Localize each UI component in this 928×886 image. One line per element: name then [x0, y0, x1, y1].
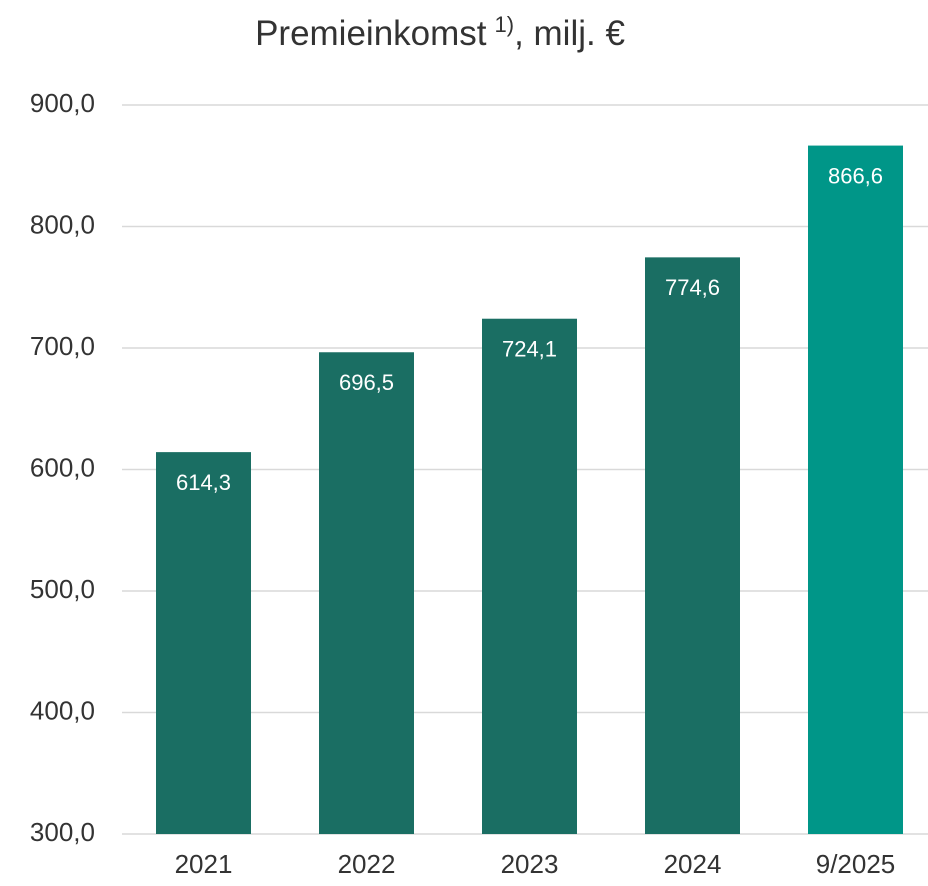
y-tick-label: 700,0 — [30, 331, 95, 361]
bar — [808, 145, 903, 834]
x-tick-label: 9/2025 — [816, 849, 896, 879]
y-tick-label: 500,0 — [30, 574, 95, 604]
bar — [319, 352, 414, 834]
x-tick-label: 2022 — [338, 849, 396, 879]
data-label: 774,6 — [665, 275, 720, 300]
y-tick-label: 400,0 — [30, 695, 95, 725]
title-main: Premieinkomst — [255, 14, 487, 53]
title-suffix: , milj. € — [514, 14, 625, 53]
y-tick-label: 900,0 — [30, 88, 95, 118]
x-tick-label: 2023 — [501, 849, 559, 879]
bar — [482, 318, 577, 834]
bar — [156, 452, 251, 834]
y-tick-label: 600,0 — [30, 452, 95, 482]
title-note: 1) — [495, 12, 515, 37]
y-tick-label: 300,0 — [30, 817, 95, 847]
x-tick-label: 2021 — [175, 849, 233, 879]
data-label: 724,1 — [502, 337, 557, 362]
chart-title: Premieinkomst 1), milj. € — [255, 12, 625, 53]
bar — [645, 257, 740, 835]
data-label: 614,3 — [176, 470, 231, 495]
x-tick-label: 2024 — [664, 849, 722, 879]
data-label: 866,6 — [828, 163, 883, 188]
y-tick-label: 800,0 — [30, 209, 95, 239]
data-label: 696,5 — [339, 370, 394, 395]
